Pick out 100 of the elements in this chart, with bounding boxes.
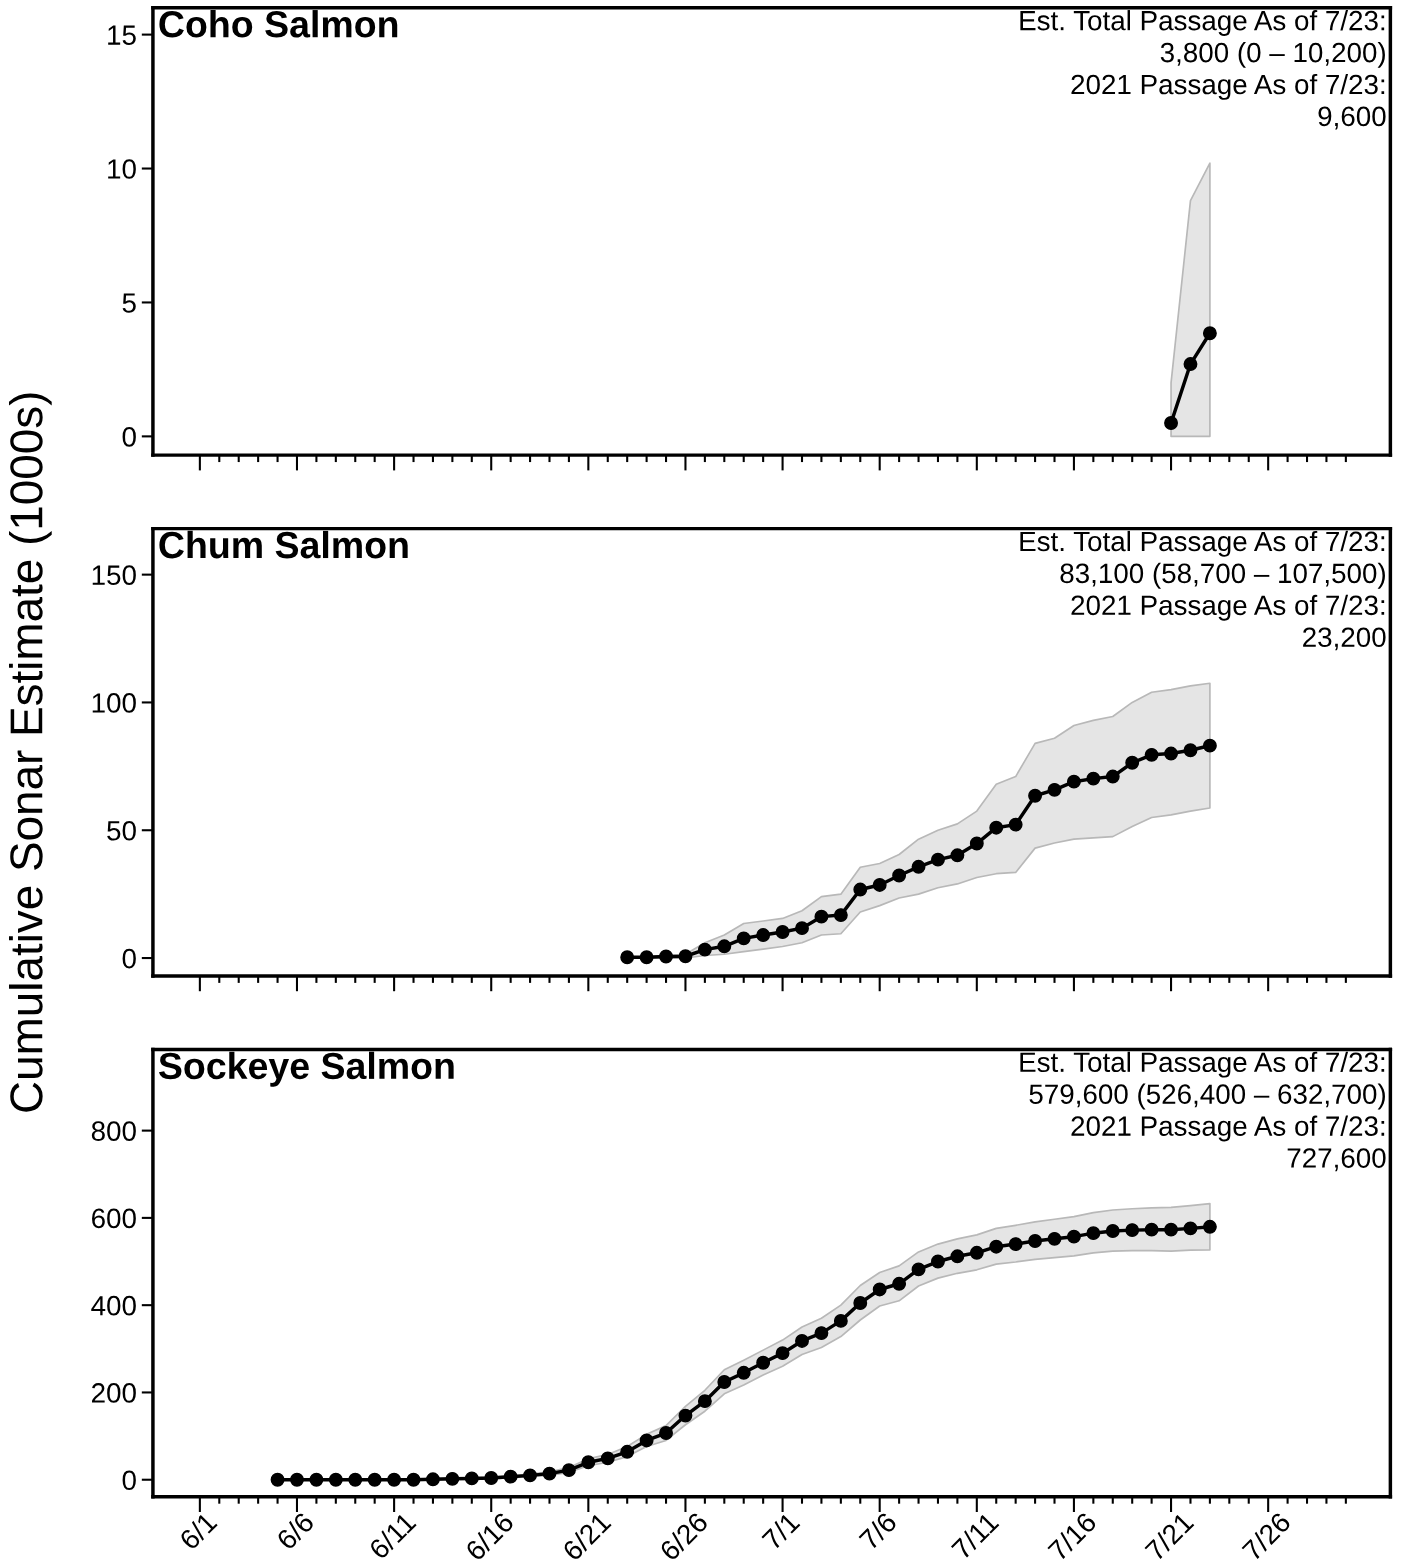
- point: [290, 1472, 304, 1487]
- point: [639, 950, 654, 965]
- point: [911, 1262, 926, 1277]
- point: [367, 1472, 382, 1487]
- point: [969, 836, 984, 851]
- x-tick-label: 6/26: [658, 1510, 709, 1562]
- y-tick-label: 200: [92, 1383, 136, 1403]
- point: [756, 928, 771, 942]
- point: [1144, 747, 1159, 762]
- y-tick-label: 15: [108, 25, 136, 45]
- x-tick-label: 6/11: [367, 1510, 417, 1561]
- point: [1105, 1224, 1120, 1238]
- point: [1008, 817, 1023, 832]
- point: [445, 1471, 460, 1486]
- point: [1028, 1234, 1043, 1248]
- point: [328, 1472, 343, 1487]
- point: [814, 1326, 829, 1341]
- point: [1164, 416, 1178, 430]
- point: [1008, 1237, 1023, 1252]
- point: [1183, 1221, 1198, 1236]
- point: [931, 852, 945, 867]
- point: [387, 1472, 402, 1487]
- point: [717, 1375, 732, 1389]
- y-tick-label: 800: [91, 1121, 136, 1141]
- y-tick-label: 600: [92, 1208, 136, 1229]
- point: [950, 1249, 965, 1264]
- point: [989, 1239, 1004, 1254]
- y-tick-label: 100: [92, 693, 136, 713]
- x-tick-label: 6/21: [561, 1510, 612, 1562]
- point: [1183, 357, 1198, 372]
- x-tick-label: 7/11: [950, 1510, 1000, 1561]
- point: [1105, 769, 1120, 784]
- point: [795, 921, 809, 936]
- point: [639, 1433, 654, 1448]
- point: [620, 1444, 635, 1459]
- point: [581, 1455, 596, 1470]
- point: [1086, 1226, 1101, 1241]
- point: [348, 1472, 363, 1487]
- point: [406, 1472, 421, 1487]
- point: [1183, 743, 1198, 758]
- y-tick-label: 50: [107, 820, 136, 841]
- point: [717, 939, 732, 954]
- y-tick-label: 400: [91, 1295, 136, 1316]
- point: [270, 1472, 285, 1487]
- point: [911, 859, 926, 874]
- point: [1047, 782, 1062, 797]
- point: [600, 1451, 615, 1466]
- point: [503, 1469, 518, 1484]
- x-tick-label: 7/26: [1240, 1510, 1292, 1562]
- point: [1086, 771, 1101, 786]
- y-tick-label: 0: [122, 948, 136, 969]
- point: [1066, 1229, 1081, 1244]
- point: [892, 868, 907, 883]
- point: [1144, 1222, 1159, 1237]
- point: [678, 949, 693, 964]
- y-tick-label: 10: [108, 159, 136, 179]
- point: [1202, 326, 1217, 341]
- point: [659, 949, 673, 964]
- point: [853, 882, 868, 897]
- point: [736, 931, 751, 946]
- point: [892, 1276, 907, 1291]
- x-tick-label: 7/6: [857, 1510, 898, 1551]
- x-tick-label: 7/16: [1046, 1510, 1098, 1562]
- point: [659, 1426, 673, 1440]
- point: [833, 908, 848, 923]
- point: [1047, 1231, 1062, 1246]
- x-tick-label: 7/21: [1143, 1510, 1195, 1562]
- annotation: Est. Total Passage As of 7/23: 83,100 (58,700 – 107,500) 2021 Passage As of 7/23: 23,200: [1020, 530, 1386, 651]
- point: [931, 1254, 945, 1269]
- chart-title: Coho Salmon: [159, 10, 398, 38]
- chart-title: Sockeye Salmon: [158, 1051, 454, 1087]
- point: [309, 1472, 324, 1487]
- point: [950, 848, 965, 863]
- x-tick-label: 7/1: [760, 1510, 801, 1551]
- annotation: Est. Total Passage As of 7/23: 3,800 (0 – 10,200) 2021 Passage As of 7/23: 9,600: [1020, 10, 1386, 130]
- y-tick-label: 0: [122, 1470, 136, 1491]
- annotation: Est. Total Passage As of 7/23: 579,600 (526,400 – 632,700) 2021 Passage As of 7/23: 727,600: [1020, 1051, 1386, 1172]
- point: [1202, 1219, 1217, 1234]
- point: [969, 1245, 984, 1260]
- point: [426, 1472, 440, 1487]
- x-tick-label: 6/6: [275, 1510, 316, 1551]
- point: [523, 1468, 538, 1483]
- point: [697, 1394, 712, 1409]
- point: [775, 1346, 790, 1361]
- point: [872, 1282, 887, 1297]
- point: [1202, 738, 1217, 753]
- point: [1125, 1223, 1140, 1238]
- point: [872, 877, 887, 892]
- point: [697, 942, 712, 957]
- point: [736, 1365, 751, 1380]
- point: [814, 909, 829, 924]
- point: [484, 1471, 499, 1485]
- point: [678, 1408, 693, 1423]
- point: [561, 1463, 576, 1478]
- x-tick-label: 6/1: [178, 1510, 218, 1551]
- point: [833, 1313, 848, 1328]
- point: [1125, 755, 1140, 770]
- point: [542, 1466, 557, 1481]
- point: [1164, 746, 1178, 761]
- point: [853, 1296, 868, 1310]
